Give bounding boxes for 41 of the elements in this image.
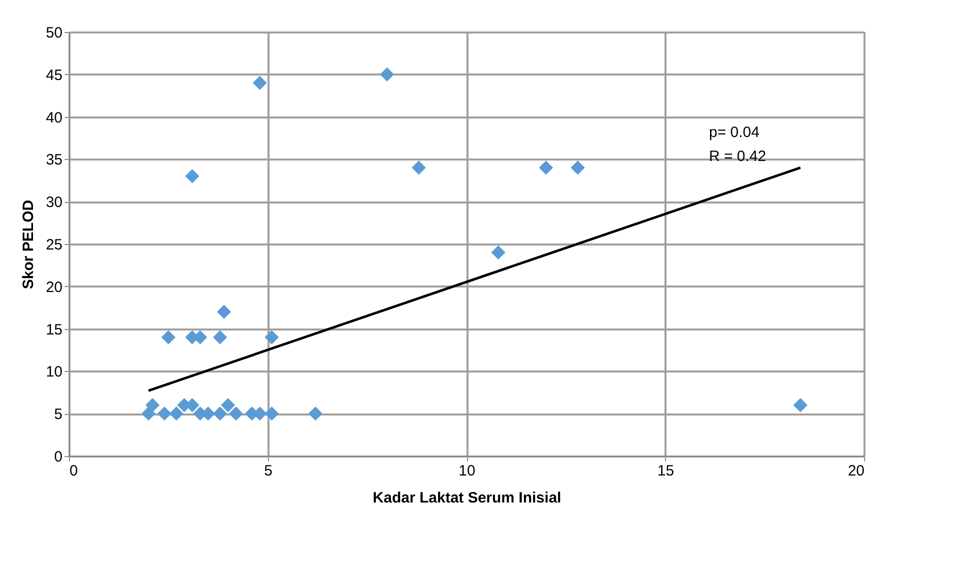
x-tick-label: 0 <box>70 462 78 480</box>
point <box>220 398 236 412</box>
point <box>145 398 160 412</box>
point <box>308 406 323 421</box>
point <box>264 406 279 421</box>
x-tick-label: 10 <box>458 462 476 480</box>
y-tick-label: 35 <box>46 152 62 169</box>
y-tick-label: 25 <box>46 236 62 254</box>
point <box>264 330 279 344</box>
y-tick-label: 30 <box>46 194 62 212</box>
point <box>380 67 394 82</box>
point <box>412 160 426 175</box>
point <box>252 76 267 90</box>
y-tick-label: 5 <box>54 406 62 424</box>
point <box>169 406 184 421</box>
point <box>793 398 808 412</box>
point <box>570 160 585 175</box>
y-axis-title: Skor PELOD <box>20 200 37 290</box>
point <box>216 304 232 319</box>
point <box>212 330 228 344</box>
y-tick-label: 20 <box>46 278 62 296</box>
point <box>228 406 244 421</box>
point <box>141 406 156 421</box>
annotation: R = 0.42 <box>709 148 766 165</box>
x-tick-label: 15 <box>657 462 674 480</box>
point <box>157 406 172 421</box>
y-tick-label: 45 <box>46 66 62 84</box>
point <box>491 245 506 260</box>
point <box>161 330 176 344</box>
y-tick-label: 15 <box>46 321 62 338</box>
point <box>538 160 554 175</box>
y-tick-label: 0 <box>54 448 62 466</box>
x-tick-label: 20 <box>848 462 864 480</box>
x-tick-label: 5 <box>264 462 272 480</box>
annotation: p= 0.04 <box>709 124 760 141</box>
point <box>185 169 200 184</box>
y-tick-label: 50 <box>46 24 62 42</box>
y-tick-label: 40 <box>46 109 62 126</box>
point <box>212 406 228 421</box>
y-tick-label: 10 <box>46 364 62 381</box>
x-axis-title: Kadar Laktat Serum Inisial <box>372 490 562 506</box>
